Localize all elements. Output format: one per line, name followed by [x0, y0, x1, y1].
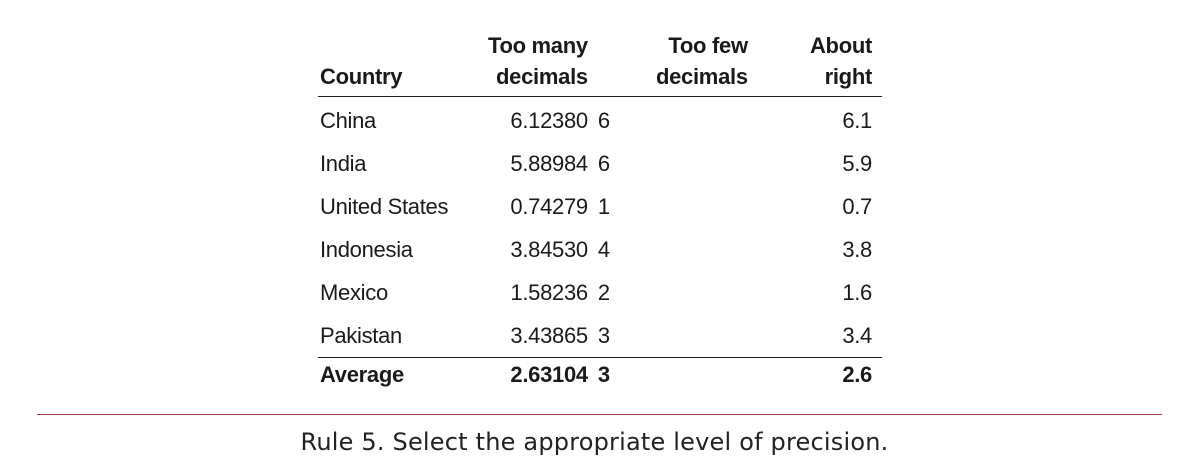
- cell-too-many: 5.88984: [510, 150, 588, 176]
- cell-country: United States: [320, 193, 449, 219]
- cell-about-right: 3.4: [842, 322, 872, 348]
- average-row: Average 2.63104 3 2.6: [318, 357, 882, 392]
- precision-table: Country Too many decimals Too few decima…: [318, 30, 882, 392]
- average-too-many: 2.63104: [466, 357, 598, 392]
- cell-about-right: 0.7: [842, 193, 872, 219]
- table-row: Pakistan 3.43865 3 3.4: [318, 314, 882, 358]
- cell-too-few: 4: [597, 236, 610, 262]
- cell-too-many: 3.43865: [510, 322, 588, 348]
- cell-too-few: 6: [597, 150, 610, 176]
- cell-too-few: 2: [597, 279, 610, 305]
- cell-about-right: 1.6: [842, 279, 872, 305]
- cell-too-many: 3.84530: [510, 236, 588, 262]
- header-too-many-decimals: Too many decimals: [466, 30, 598, 97]
- cell-country: Indonesia: [320, 236, 413, 262]
- header-country: Country: [318, 30, 467, 97]
- cell-country: Pakistan: [320, 322, 402, 348]
- cell-country: China: [320, 107, 376, 133]
- average-label: Average: [318, 357, 467, 392]
- cell-about-right: 3.8: [842, 236, 872, 262]
- header-about-right-line2: right: [824, 64, 873, 89]
- table-footer: Average 2.63104 3 2.6: [318, 357, 882, 392]
- header-too-few-line1: Too few: [668, 33, 748, 58]
- table-row: Mexico 1.58236 2 1.6: [318, 271, 882, 314]
- cell-about-right: 6.1: [842, 107, 872, 133]
- table-row: China 6.12380 6 6.1: [318, 97, 882, 143]
- cell-too-many: 6.12380: [510, 107, 588, 133]
- header-about-right: About right: [757, 30, 882, 97]
- table-header: Country Too many decimals Too few decima…: [318, 30, 882, 97]
- average-about-right: 2.6: [757, 357, 882, 392]
- precision-table-container: Country Too many decimals Too few decima…: [318, 30, 882, 392]
- figure-caption: Rule 5. Select the appropriate level of …: [300, 428, 889, 456]
- cell-too-few: 3: [597, 322, 610, 348]
- average-too-few: 3: [597, 357, 758, 392]
- table-body: China 6.12380 6 6.1 India 5.88984 6 5.9 …: [318, 97, 882, 358]
- cell-too-many: 0.74279: [510, 193, 588, 219]
- header-too-many-line1: Too many: [487, 33, 588, 58]
- cell-country: Mexico: [320, 279, 388, 305]
- table-row: Indonesia 3.84530 4 3.8: [318, 228, 882, 271]
- header-row: Country Too many decimals Too few decima…: [318, 30, 882, 97]
- cell-too-few: 1: [597, 193, 610, 219]
- caption-divider: [37, 414, 1162, 415]
- cell-about-right: 5.9: [842, 150, 872, 176]
- cell-country: India: [320, 150, 367, 176]
- table-row: United States 0.74279 1 0.7: [318, 185, 882, 228]
- header-too-few-decimals: Too few decimals: [597, 30, 758, 97]
- table-row: India 5.88984 6 5.9: [318, 142, 882, 185]
- header-too-few-line2: decimals: [655, 64, 748, 89]
- header-about-right-line1: About: [809, 33, 872, 58]
- cell-too-few: 6: [597, 107, 610, 133]
- cell-too-many: 1.58236: [510, 279, 588, 305]
- header-too-many-line2: decimals: [496, 64, 588, 89]
